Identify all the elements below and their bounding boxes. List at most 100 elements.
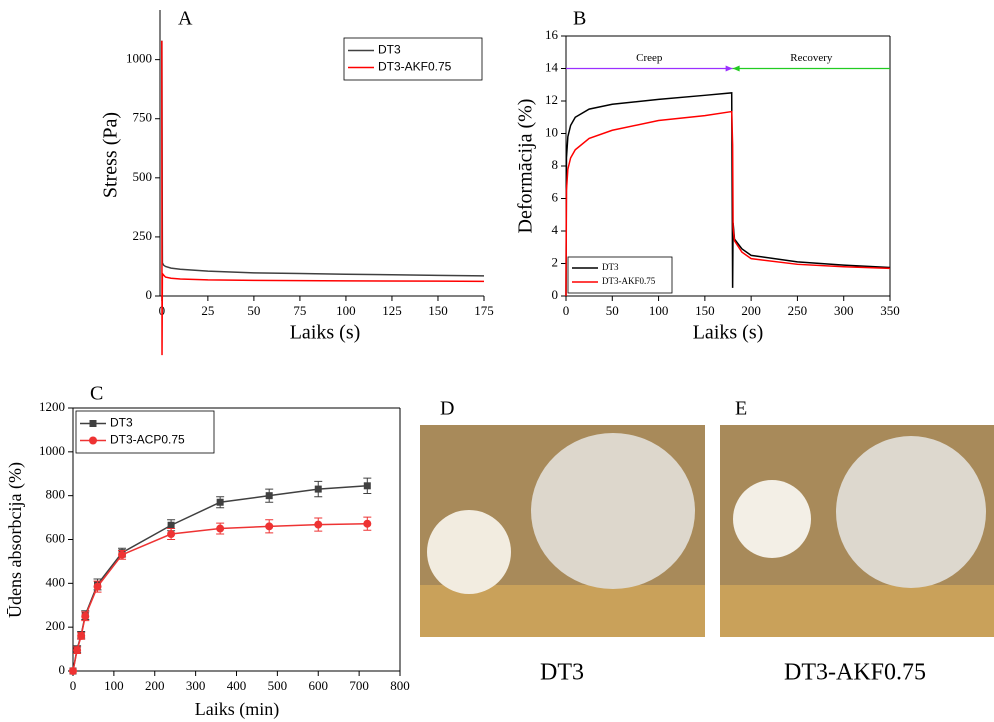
x-tick-label: 250 — [788, 303, 808, 318]
x-tick-label: 200 — [145, 678, 165, 693]
x-tick-label: 50 — [247, 303, 260, 318]
arrow-head — [725, 65, 733, 72]
marker — [118, 550, 127, 559]
x-tick-label: 125 — [382, 303, 402, 318]
legend-label: DT3 — [378, 43, 401, 57]
y-tick-label: 0 — [552, 287, 559, 302]
panel-label: E — [735, 398, 747, 420]
legend-label: DT3 — [110, 416, 133, 430]
photo-e — [720, 425, 994, 637]
x-axis-label: Laiks (s) — [290, 322, 361, 344]
y-tick-label: 6 — [552, 189, 559, 204]
y-tick-label: 0 — [146, 287, 153, 302]
marker — [363, 482, 371, 490]
annotation-label: Recovery — [790, 52, 833, 64]
marker — [265, 522, 274, 531]
y-tick-label: 2 — [552, 254, 559, 269]
y-tick-label: 1200 — [39, 399, 65, 414]
marker — [363, 519, 372, 528]
x-tick-label: 300 — [186, 678, 206, 693]
marker — [73, 646, 82, 655]
photo-d — [420, 425, 705, 637]
series-line — [161, 40, 485, 277]
marker — [81, 612, 90, 621]
marker — [167, 521, 175, 529]
legend-box — [567, 256, 673, 294]
x-tick-label: 800 — [390, 678, 410, 693]
x-tick-label: 150 — [428, 303, 448, 318]
marker — [93, 582, 102, 591]
y-axis-label: Ūdens absorbcija (%) — [5, 462, 26, 618]
x-tick-label: 100 — [336, 303, 356, 318]
y-tick-label: 10 — [545, 124, 558, 139]
y-axis-label: Deformācija (%) — [515, 99, 537, 234]
y-tick-label: 12 — [545, 92, 558, 107]
x-tick-label: 175 — [474, 303, 494, 318]
legend-label: DT3-ACP0.75 — [110, 433, 185, 447]
marker — [69, 667, 77, 675]
sample — [733, 480, 811, 558]
ruler — [720, 585, 994, 637]
legend-label: DT3 — [602, 262, 619, 272]
legend-label: DT3-AKF0.75 — [602, 276, 656, 286]
x-tick-label: 500 — [268, 678, 288, 693]
y-tick-label: 500 — [133, 169, 153, 184]
series-line — [565, 92, 891, 297]
series-line — [72, 485, 368, 672]
y-tick-label: 16 — [545, 27, 559, 42]
series-line — [565, 110, 891, 297]
x-tick-label: 600 — [309, 678, 329, 693]
annotation-label: Creep — [636, 52, 663, 64]
sample — [427, 510, 511, 594]
x-tick-label: 0 — [70, 678, 77, 693]
y-tick-label: 0 — [59, 662, 66, 677]
y-tick-label: 8 — [552, 157, 559, 172]
x-tick-label: 200 — [741, 303, 761, 318]
x-tick-label: 700 — [349, 678, 369, 693]
photo-caption: DT3-AKF0.75 — [784, 660, 926, 686]
x-tick-label: 150 — [695, 303, 715, 318]
legend-marker — [89, 420, 97, 427]
y-tick-label: 250 — [133, 228, 153, 243]
x-tick-label: 100 — [649, 303, 669, 318]
marker — [265, 492, 273, 500]
sample — [836, 436, 986, 588]
y-tick-label: 1000 — [126, 51, 152, 66]
x-tick-label: 100 — [104, 678, 124, 693]
y-tick-label: 4 — [552, 222, 559, 237]
x-tick-label: 50 — [606, 303, 619, 318]
y-tick-label: 800 — [46, 487, 66, 502]
legend: DT3 DT3-AKF0.75 — [567, 256, 673, 294]
marker — [167, 530, 176, 539]
legend-label: DT3-AKF0.75 — [378, 60, 452, 74]
x-axis-label: Laiks (min) — [195, 699, 279, 720]
arrow-head — [732, 65, 740, 72]
marker — [314, 485, 322, 493]
series-line — [72, 522, 368, 672]
y-tick-label: 14 — [545, 59, 559, 74]
marker — [314, 520, 323, 529]
y-axis-label: Stress (Pa) — [100, 112, 122, 198]
panel-label: A — [178, 8, 193, 30]
legend: DT3 DT3-AKF0.75 — [343, 37, 483, 81]
y-tick-label: 750 — [133, 110, 153, 125]
y-tick-label: 400 — [46, 574, 66, 589]
y-tick-label: 1000 — [39, 443, 65, 458]
marker — [216, 524, 225, 533]
x-tick-label: 350 — [880, 303, 900, 318]
x-axis-label: Laiks (s) — [693, 322, 764, 344]
panel-label: B — [573, 8, 586, 30]
legend-marker — [89, 436, 97, 445]
marker — [216, 498, 224, 506]
x-tick-label: 75 — [293, 303, 306, 318]
x-tick-label: 400 — [227, 678, 247, 693]
marker — [77, 631, 86, 640]
panel-label: D — [440, 398, 454, 420]
series-line — [161, 40, 485, 356]
sample — [531, 433, 695, 589]
x-tick-label: 25 — [201, 303, 214, 318]
legend: DT3 DT3-ACP0.75 — [75, 410, 215, 454]
legend-box — [75, 410, 215, 454]
x-tick-label: 0 — [563, 303, 570, 318]
